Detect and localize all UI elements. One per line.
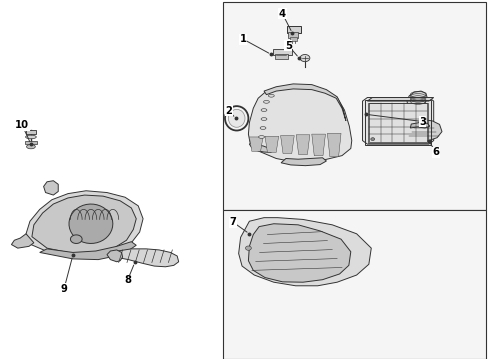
Circle shape: [370, 138, 374, 140]
Polygon shape: [69, 204, 113, 243]
Text: 2: 2: [225, 106, 232, 116]
Bar: [272, 49, 292, 55]
Ellipse shape: [261, 109, 266, 112]
Polygon shape: [70, 235, 82, 243]
Polygon shape: [264, 136, 278, 152]
Polygon shape: [249, 137, 263, 151]
Polygon shape: [362, 98, 433, 144]
Bar: [222, 3, 485, 211]
Polygon shape: [366, 98, 433, 101]
Polygon shape: [327, 134, 340, 157]
Polygon shape: [238, 218, 370, 286]
Circle shape: [245, 246, 251, 250]
Ellipse shape: [25, 135, 36, 139]
Polygon shape: [409, 123, 429, 128]
Polygon shape: [43, 181, 58, 195]
Bar: [26, 130, 36, 134]
Text: 6: 6: [431, 147, 438, 157]
Text: 8: 8: [124, 275, 131, 285]
Bar: [365, 100, 430, 145]
Polygon shape: [280, 135, 294, 153]
Polygon shape: [32, 195, 136, 253]
Bar: [274, 54, 288, 59]
Polygon shape: [26, 191, 143, 257]
Bar: [288, 32, 298, 39]
Polygon shape: [311, 134, 325, 156]
Bar: [367, 103, 427, 143]
Polygon shape: [406, 91, 427, 111]
Bar: [286, 26, 300, 33]
Ellipse shape: [261, 118, 266, 121]
Ellipse shape: [26, 144, 35, 149]
Text: 9: 9: [61, 284, 67, 294]
Text: 10: 10: [15, 120, 29, 130]
Circle shape: [300, 54, 309, 62]
Bar: [368, 103, 427, 142]
Polygon shape: [112, 249, 178, 267]
Ellipse shape: [228, 109, 244, 127]
Bar: [289, 37, 296, 41]
Text: 3: 3: [418, 117, 425, 127]
Ellipse shape: [263, 100, 269, 103]
Ellipse shape: [268, 94, 274, 97]
Text: 1: 1: [239, 34, 246, 44]
Polygon shape: [107, 250, 122, 262]
Polygon shape: [405, 120, 441, 141]
Polygon shape: [264, 84, 345, 121]
Bar: [25, 140, 37, 144]
Bar: [222, 211, 485, 359]
Polygon shape: [248, 86, 351, 163]
Polygon shape: [281, 158, 326, 166]
Polygon shape: [11, 234, 34, 248]
Text: 7: 7: [229, 217, 236, 227]
Polygon shape: [296, 135, 309, 154]
Ellipse shape: [258, 135, 264, 138]
Polygon shape: [40, 242, 136, 260]
Text: 5: 5: [285, 41, 291, 50]
Polygon shape: [248, 224, 350, 282]
Text: 4: 4: [278, 9, 285, 19]
Ellipse shape: [260, 127, 265, 130]
Polygon shape: [249, 142, 271, 152]
